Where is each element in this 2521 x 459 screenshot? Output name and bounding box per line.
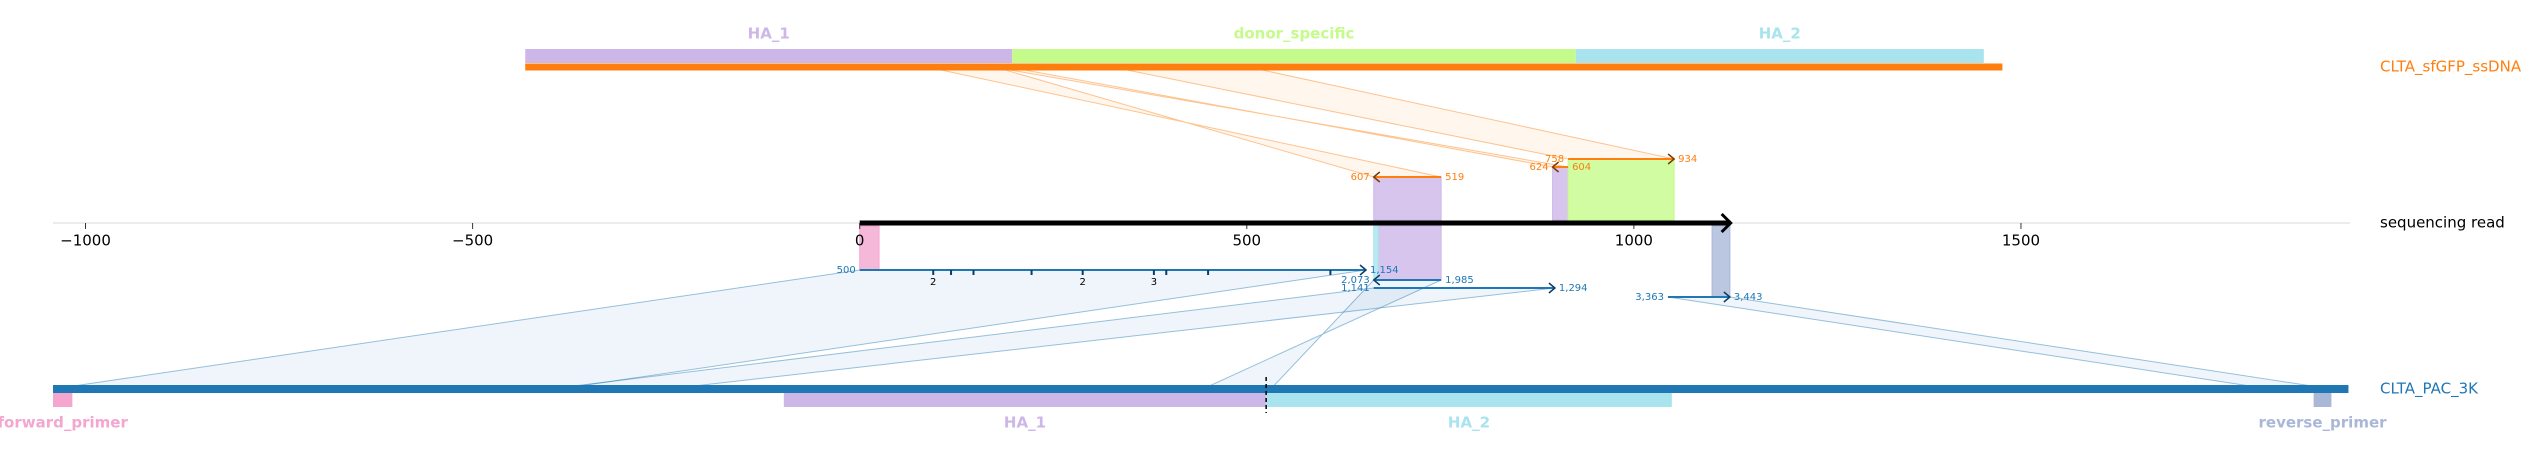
- alignment-arrow: [1723, 291, 1732, 303]
- feature-label: HA_1: [748, 25, 790, 43]
- alignment-start-label: 500: [837, 265, 856, 276]
- feature-box: [1575, 49, 1984, 63]
- x-tick-label: −500: [452, 232, 493, 250]
- feature-hit: [1377, 225, 1442, 281]
- reference-name: CLTA_PAC_3K: [2380, 380, 2479, 399]
- alignment-arrow: [1359, 264, 1368, 276]
- x-tick-label: 500: [1232, 232, 1261, 250]
- feature-box: [1012, 49, 1576, 63]
- alignment-connection: [1111, 66, 1675, 160]
- x-tick-label: −1000: [60, 232, 111, 250]
- main-layer: −1000 −500 0 500 1000 1500 CLTA_sfGFP_ssDNA HA_…: [0, 25, 2521, 432]
- read-arrowhead: [1720, 212, 1733, 234]
- feature-box: [525, 49, 1013, 63]
- alignment-arrow: [1548, 282, 1557, 294]
- alignment-arrow: [1372, 274, 1381, 286]
- alignment-end-label: 1,154: [1370, 265, 1399, 276]
- feature-hit: [1552, 166, 1569, 221]
- alignment-start-label: 2,073: [1341, 275, 1370, 286]
- edit-label: 3: [1151, 277, 1157, 288]
- alignment-end-label: 519: [1445, 172, 1464, 183]
- alignment-start-label: 1,141: [1341, 283, 1370, 294]
- feature-box: [2313, 393, 2332, 407]
- feature-box: [1266, 393, 1672, 407]
- feature-hit: [1711, 225, 1731, 298]
- reference-name: CLTA_sfGFP_ssDNA: [2380, 58, 2521, 77]
- alignment-connection: [926, 66, 1442, 178]
- feature-label: forward_primer: [0, 414, 128, 432]
- edit-label: 2: [930, 277, 936, 288]
- feature-hit: [1373, 176, 1442, 221]
- alignment-start-label: 758: [1545, 154, 1564, 165]
- alignment-start-label: 624: [1529, 162, 1548, 173]
- alignment-start-label: 607: [1351, 172, 1370, 183]
- alignment-end-label: 1,294: [1559, 283, 1588, 294]
- edit-label: 2: [1079, 277, 1085, 288]
- alignment-end-label: 934: [1678, 154, 1697, 165]
- alignment-arrow: [1551, 161, 1560, 173]
- alignment-end-label: 604: [1572, 162, 1591, 173]
- feature-label: HA_1: [1004, 414, 1046, 432]
- alignment-start-label: 3,363: [1635, 292, 1664, 303]
- feature-label: donor_specific: [1234, 25, 1355, 43]
- alignment-end-label: 3,443: [1734, 292, 1763, 303]
- feature-box: [783, 393, 1267, 407]
- connection-layer: [52, 66, 2332, 390]
- x-tick-label: 0: [855, 232, 865, 250]
- x-tick-label: 1000: [1615, 232, 1653, 250]
- read-name: sequencing read: [2380, 214, 2505, 232]
- alignment-end-label: 1,985: [1445, 275, 1474, 286]
- feature-label: HA_2: [1759, 25, 1801, 43]
- alignment-arrow: [1667, 153, 1676, 165]
- alignment-arrow: [1372, 171, 1381, 183]
- x-tick-label: 1500: [2002, 232, 2040, 250]
- feature-hit: [1567, 158, 1675, 221]
- feature-label: HA_2: [1448, 414, 1490, 432]
- feature-box: [53, 393, 73, 407]
- feature-label: reverse_primer: [2259, 414, 2388, 432]
- alignment-connection: [1667, 296, 2332, 390]
